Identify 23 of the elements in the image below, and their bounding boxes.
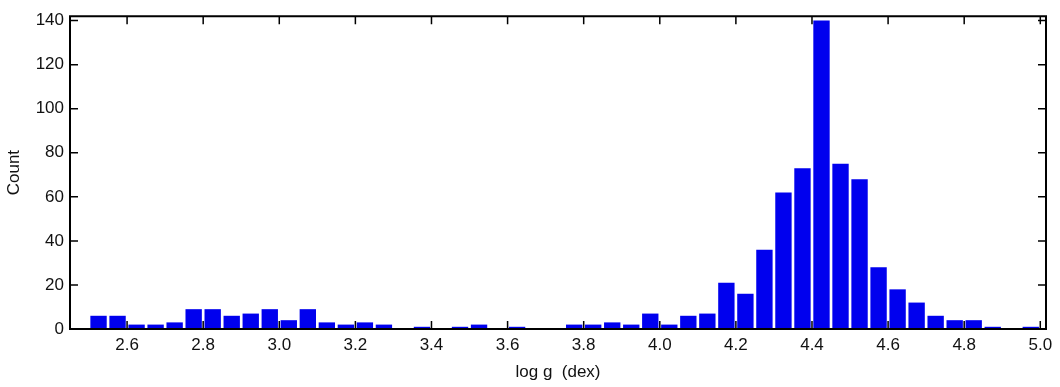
x-tick-label: 4.2 [724,334,748,354]
y-tick-label: 20 [45,274,64,294]
y-tick-label: 60 [45,186,64,206]
y-tick-label: 40 [45,230,64,250]
x-tick-label: 4.0 [647,334,672,354]
x-tick-label: 4.6 [876,334,900,354]
x-tick-label: 2.6 [115,334,139,354]
x-tick-label: 5.0 [1028,334,1053,354]
y-axis-title: Count [3,149,23,196]
x-tick-label: 4.4 [800,334,824,354]
x-tick-label: 3.4 [419,334,444,354]
x-tick-label: 2.8 [191,334,215,354]
y-tick-label: 80 [45,142,64,162]
y-tick-label: 140 [35,10,64,30]
y-tick-label: 0 [54,318,64,338]
x-tick-label: 3.2 [343,334,368,354]
x-tick-label: 3.0 [267,334,292,354]
x-tick-label: 3.6 [495,334,520,354]
y-tick-label: 120 [35,54,64,74]
x-tick-label: 3.8 [571,334,596,354]
y-tick-label: 100 [35,98,64,118]
x-axis-title: log g (dex) [515,362,601,382]
x-tick-label: 4.8 [952,334,977,354]
